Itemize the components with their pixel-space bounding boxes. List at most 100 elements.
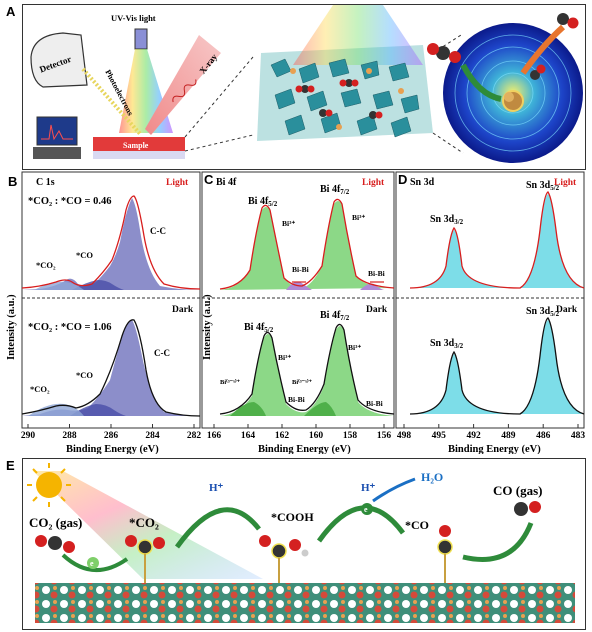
b-light-label: Light xyxy=(166,178,189,188)
x-tick-label: 483 xyxy=(571,431,586,441)
co-gas-molecule-icon xyxy=(514,501,541,516)
x-tick-label: 162 xyxy=(275,431,290,441)
fit-envelope-c-light xyxy=(219,198,395,290)
desorption-arrow xyxy=(520,24,566,75)
computer-monitor-icon xyxy=(36,116,78,146)
b-cc-light: C-C xyxy=(150,226,166,236)
xray-wave xyxy=(172,79,197,103)
adsorption-arrow xyxy=(460,63,502,102)
co2-gas-label: CO₂ (gas) xyxy=(29,515,82,530)
x-tick-label: 160 xyxy=(309,431,324,441)
b-co-light: *CO xyxy=(76,250,93,260)
peak-cc-light xyxy=(22,198,200,290)
sample-plate xyxy=(93,137,185,151)
x-tick-label: 156 xyxy=(377,431,392,441)
panel-label-c: C xyxy=(204,172,214,187)
b-ylabel: Intensity (a.u.) xyxy=(6,294,17,360)
peak-co2-light xyxy=(34,281,84,290)
h2o-label: H₂O xyxy=(421,470,443,484)
panel-a-illustration: Detector UV-Vis light X-ray Photoelectro… xyxy=(30,5,583,163)
c-bi3x-dark-72: Bi⁽³⁻ˣ⁾⁺ xyxy=(292,378,313,386)
peak-sn-dark xyxy=(410,320,584,414)
c-bi3x-dark-52: Bi⁽³⁻ˣ⁾⁺ xyxy=(220,378,241,386)
co2-gas-molecule-icon xyxy=(35,535,75,553)
sample-label: Sample xyxy=(123,141,149,150)
d-light-label: Light xyxy=(554,178,577,188)
x-tick-label: 282 xyxy=(187,431,202,441)
c-bi72-light: Bi 4f7/2 xyxy=(320,184,350,196)
x-tick-label: 290 xyxy=(21,431,36,441)
uv-lamp-icon xyxy=(134,28,148,50)
co-gas-label: CO (gas) xyxy=(493,483,542,498)
svg-text:e: e xyxy=(90,559,94,568)
x-tick-label: 284 xyxy=(145,431,160,441)
x-tick-label: 164 xyxy=(241,431,256,441)
electron-icon-2 xyxy=(361,503,373,515)
cooh-label: *COOH xyxy=(271,510,314,524)
fit-envelope-d-dark xyxy=(409,317,585,415)
uv-beam xyxy=(119,49,173,133)
xps-spectra: 290 288 286 284 282 166 164 162 160 158 156 498 49… xyxy=(6,171,586,454)
c-bi3-light-72: Bi³⁺ xyxy=(352,213,365,222)
panel-c-dark-peaks xyxy=(219,323,395,416)
d-sn32-dark: Sn 3d3/2 xyxy=(430,338,464,350)
b-co2-dark: *CO₂ xyxy=(30,384,50,394)
peak-bibi-light-72 xyxy=(360,283,384,290)
peak-bi-light xyxy=(220,201,394,290)
crystal-lattice xyxy=(257,5,433,141)
proton-arrow-2 xyxy=(316,505,406,543)
x-axis-ticks-d: 498 495 492 489 486 483 xyxy=(397,424,586,441)
peak-bi3x-dark-72 xyxy=(304,402,336,416)
sun-icon xyxy=(27,463,71,507)
catalyst-surface xyxy=(35,583,575,623)
d-sn32-light: Sn 3d3/2 xyxy=(430,214,464,226)
co2-ads-label: *CO₂ xyxy=(129,515,159,530)
cooh-molecule-icon xyxy=(259,535,309,583)
d-sn52-dark: Sn 3d5/2 xyxy=(526,306,560,318)
x-tick-label: 486 xyxy=(536,431,551,441)
c-element-label: Bi 4f xyxy=(216,177,237,188)
electron-icon-1 xyxy=(87,557,99,569)
proton-arrow-1 xyxy=(174,507,261,549)
d-xlabel: Binding Energy (eV) xyxy=(448,444,541,454)
light-beam xyxy=(33,471,263,579)
peak-co-light xyxy=(72,280,124,290)
x-tick-label: 166 xyxy=(207,431,222,441)
computer-base-icon xyxy=(33,147,81,159)
c-bi52-light: Bi 4f5/2 xyxy=(248,196,278,208)
b-co2-light: *CO₂ xyxy=(36,260,56,270)
x-axis-ticks-c: 166 164 162 160 158 156 xyxy=(207,424,392,441)
x-tick-label: 158 xyxy=(343,431,358,441)
panel-b-light-peaks xyxy=(21,195,201,290)
b-element-label: C 1s xyxy=(36,177,55,188)
panel-label-a: A xyxy=(6,4,16,19)
fit-envelope-light xyxy=(21,195,201,290)
x-tick-label: 495 xyxy=(432,431,447,441)
c-bi3-dark-52: Bi³⁺ xyxy=(278,353,291,362)
panel-label-d: D xyxy=(398,172,408,187)
c-light-label: Light xyxy=(362,178,385,188)
uv-label: UV-Vis light xyxy=(111,13,156,23)
water-arrow xyxy=(372,477,416,503)
peak-sn-light xyxy=(410,194,584,288)
c-bibi-light-52: Bi-Bi xyxy=(292,265,309,274)
peak-co2-dark xyxy=(28,403,84,416)
desorb-arrow xyxy=(462,522,534,562)
b-ratio-dark: *CO₂ : *CO = 1.06 xyxy=(28,322,112,333)
c-bibi-light-72: Bi-Bi xyxy=(368,269,385,278)
d-dark-label: Dark xyxy=(556,305,578,315)
panel-c-light-peaks xyxy=(219,198,395,290)
co2-adsorbed-icon xyxy=(125,535,165,583)
fit-envelope-dark xyxy=(21,319,201,417)
hplus-2: H⁺ xyxy=(361,482,376,494)
c-bibi-dark-52: Bi-Bi xyxy=(288,395,305,404)
co-molecule-icon xyxy=(557,13,579,29)
d-sn52-light: Sn 3d5/2 xyxy=(526,180,560,192)
c-ylabel: Intensity (a.u.) xyxy=(202,294,213,360)
b-ratio-light: *CO₂ : *CO = 0.46 xyxy=(28,196,112,207)
c-bibi-dark-72: Bi-Bi xyxy=(366,399,383,408)
b-cc-dark: C-C xyxy=(154,348,170,358)
panel-label-b: B xyxy=(8,174,18,189)
x-tick-label: 489 xyxy=(501,431,516,441)
c-dark-label: Dark xyxy=(366,305,388,315)
